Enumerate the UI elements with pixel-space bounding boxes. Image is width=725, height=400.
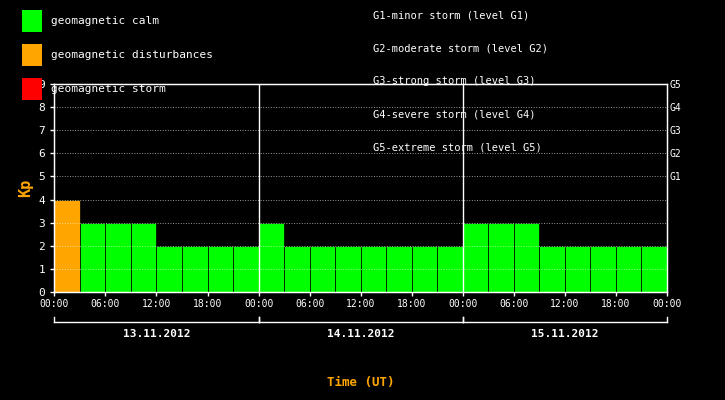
Text: geomagnetic storm: geomagnetic storm — [51, 84, 165, 94]
Bar — [590, 246, 616, 292]
Bar — [386, 246, 412, 292]
Text: 13.11.2012: 13.11.2012 — [123, 329, 190, 339]
Bar — [207, 246, 233, 292]
Text: G3-strong storm (level G3): G3-strong storm (level G3) — [373, 76, 536, 86]
Bar — [565, 246, 590, 292]
Text: G2-moderate storm (level G2): G2-moderate storm (level G2) — [373, 43, 548, 53]
Text: G5-extreme storm (level G5): G5-extreme storm (level G5) — [373, 143, 542, 153]
Text: G1-minor storm (level G1): G1-minor storm (level G1) — [373, 10, 530, 20]
Bar — [412, 246, 437, 292]
Text: 14.11.2012: 14.11.2012 — [327, 329, 394, 339]
Text: geomagnetic calm: geomagnetic calm — [51, 16, 159, 26]
Bar — [335, 246, 360, 292]
Bar — [80, 223, 105, 292]
Bar — [642, 246, 667, 292]
Y-axis label: Kp: Kp — [18, 179, 33, 197]
Bar — [463, 223, 489, 292]
Text: G4-severe storm (level G4): G4-severe storm (level G4) — [373, 110, 536, 120]
Bar — [131, 223, 157, 292]
Bar — [259, 223, 284, 292]
Text: 15.11.2012: 15.11.2012 — [531, 329, 599, 339]
Bar — [54, 200, 80, 292]
Bar — [539, 246, 565, 292]
Bar — [105, 223, 131, 292]
Bar — [233, 246, 259, 292]
Bar — [489, 223, 514, 292]
Bar — [437, 246, 463, 292]
Bar — [182, 246, 207, 292]
Text: geomagnetic disturbances: geomagnetic disturbances — [51, 50, 212, 60]
Bar — [616, 246, 642, 292]
Bar — [310, 246, 335, 292]
Bar — [360, 246, 386, 292]
Bar — [157, 246, 182, 292]
Bar — [514, 223, 539, 292]
Bar — [284, 246, 310, 292]
Text: Time (UT): Time (UT) — [326, 376, 394, 389]
